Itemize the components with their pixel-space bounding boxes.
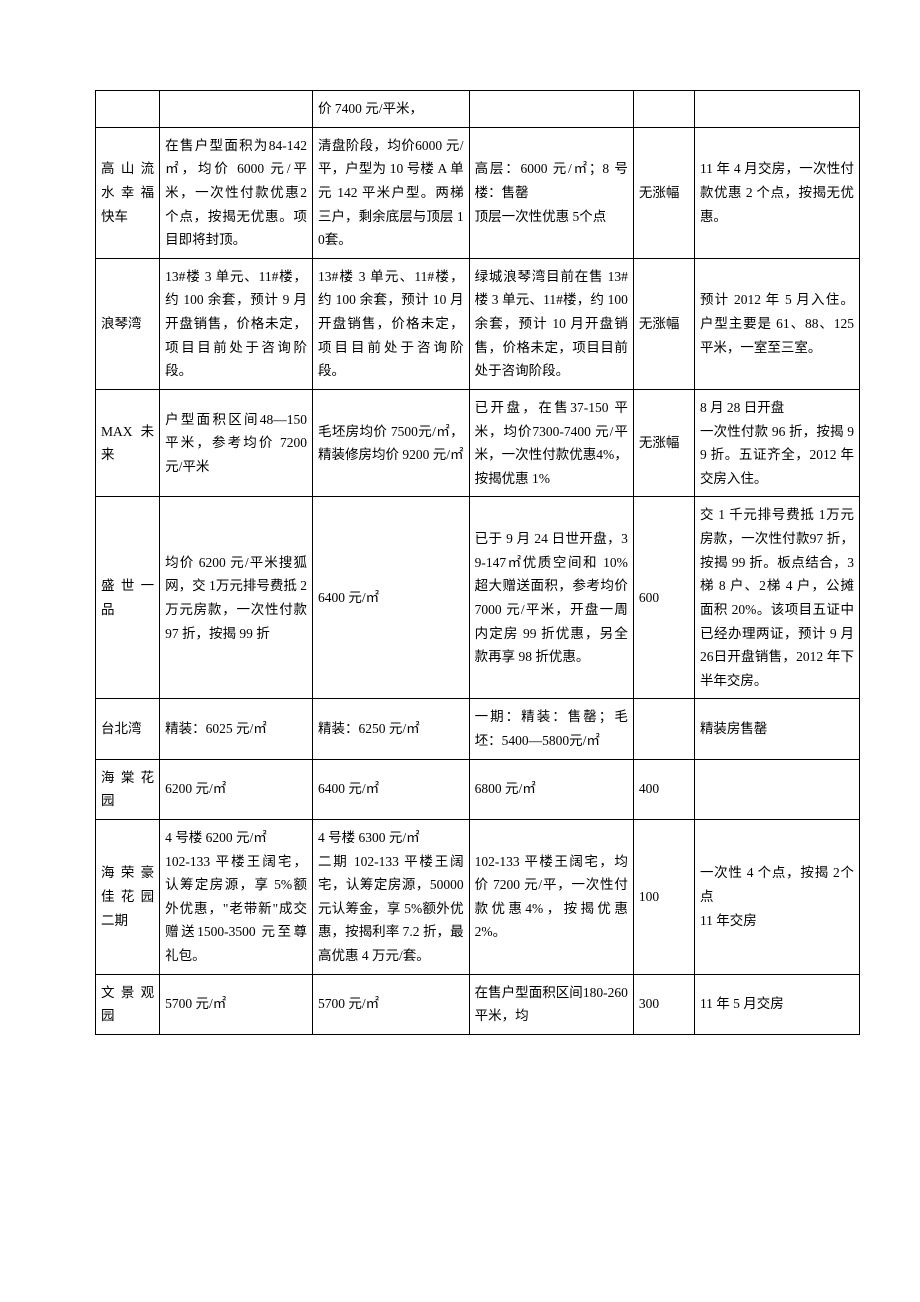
table-cell-c5: 600 bbox=[633, 497, 694, 699]
table-cell-c2: 户型面积区间48—150 平米，参考均价 7200元/平米 bbox=[160, 389, 313, 497]
table-cell-c2: 在售户型面积为84-142㎡，均价 6000 元/平米，一次性付款优惠2 个点，… bbox=[160, 127, 313, 258]
table-cell-c4: 绿城浪琴湾目前在售 13#楼 3 单元、11#楼，约 100 余套，预计 10 … bbox=[469, 258, 633, 389]
property-table: 价 7400 元/平米，高 山 流水 幸 福快车在售户型面积为84-142㎡，均… bbox=[95, 90, 860, 1035]
table-cell-c1: MAX 未来 bbox=[96, 389, 160, 497]
table-cell-c5: 400 bbox=[633, 759, 694, 819]
table-cell-c3: 5700 元/㎡ bbox=[312, 974, 469, 1034]
table-row: 海 荣 豪佳 花 园二期4 号楼 6200 元/㎡102-133 平楼王阔宅，认… bbox=[96, 819, 860, 974]
table-cell-c3: 价 7400 元/平米， bbox=[312, 91, 469, 128]
table-cell-c3: 清盘阶段，均价6000 元/平，户型为 10 号楼 A 单元 142 平米户型。… bbox=[312, 127, 469, 258]
table-cell-c1: 台北湾 bbox=[96, 699, 160, 759]
table-cell-c4: 已开盘，在售37-150 平米，均价7300-7400 元/平米，一次性付款优惠… bbox=[469, 389, 633, 497]
table-cell-c1: 高 山 流水 幸 福快车 bbox=[96, 127, 160, 258]
table-cell-c6: 一次性 4 个点，按揭 2个点11 年交房 bbox=[694, 819, 859, 974]
table-cell-c2 bbox=[160, 91, 313, 128]
table-cell-c4 bbox=[469, 91, 633, 128]
table-cell-c5 bbox=[633, 91, 694, 128]
table-cell-c4: 102-133 平楼王阔宅，均价 7200 元/平，一次性付款优惠4%，按揭优惠… bbox=[469, 819, 633, 974]
table-cell-c1: 浪琴湾 bbox=[96, 258, 160, 389]
table-cell-c5: 无涨幅 bbox=[633, 127, 694, 258]
table-cell-c3: 毛坯房均价 7500元/㎡，精装修房均价 9200 元/㎡ bbox=[312, 389, 469, 497]
table-row: 价 7400 元/平米， bbox=[96, 91, 860, 128]
table-cell-c6: 交 1 千元排号费抵 1万元房款，一次性付款97 折，按揭 99 折。板点结合，… bbox=[694, 497, 859, 699]
table-cell-c4: 高层：6000 元/㎡；8 号楼：售罄顶层一次性优惠 5个点 bbox=[469, 127, 633, 258]
table-cell-c5: 100 bbox=[633, 819, 694, 974]
table-body: 价 7400 元/平米，高 山 流水 幸 福快车在售户型面积为84-142㎡，均… bbox=[96, 91, 860, 1035]
table-row: 盛 世 一品均价 6200 元/平米搜狐网，交 1万元排号费抵 2万元房款，一次… bbox=[96, 497, 860, 699]
table-cell-c6: 11 年 4 月交房，一次性付款优惠 2 个点，按揭无优惠。 bbox=[694, 127, 859, 258]
table-row: 高 山 流水 幸 福快车在售户型面积为84-142㎡，均价 6000 元/平米，… bbox=[96, 127, 860, 258]
table-row: 台北湾精装：6025 元/㎡精装：6250 元/㎡一期：精装：售罄；毛坯：540… bbox=[96, 699, 860, 759]
table-cell-c6: 预计 2012 年 5 月入住。户型主要是 61、88、125平米，一室至三室。 bbox=[694, 258, 859, 389]
table-cell-c5: 无涨幅 bbox=[633, 258, 694, 389]
table-cell-c5 bbox=[633, 699, 694, 759]
table-cell-c4: 一期：精装：售罄；毛坯：5400—5800元/㎡ bbox=[469, 699, 633, 759]
table-cell-c6 bbox=[694, 91, 859, 128]
table-cell-c6: 8 月 28 日开盘一次性付款 96 折，按揭 99 折。五证齐全，2012 年… bbox=[694, 389, 859, 497]
table-cell-c3: 4 号楼 6300 元/㎡二期 102-133 平楼王阔宅，认筹定房源，5000… bbox=[312, 819, 469, 974]
table-cell-c2: 13#楼 3 单元、11#楼，约 100 余套，预计 9 月开盘销售，价格未定，… bbox=[160, 258, 313, 389]
table-cell-c3: 6400 元/㎡ bbox=[312, 759, 469, 819]
table-row: MAX 未来户型面积区间48—150 平米，参考均价 7200元/平米毛坯房均价… bbox=[96, 389, 860, 497]
table-cell-c2: 6200 元/㎡ bbox=[160, 759, 313, 819]
table-cell-c2: 5700 元/㎡ bbox=[160, 974, 313, 1034]
table-cell-c1: 文 景 观园 bbox=[96, 974, 160, 1034]
table-cell-c1: 海 荣 豪佳 花 园二期 bbox=[96, 819, 160, 974]
document-page: 价 7400 元/平米，高 山 流水 幸 福快车在售户型面积为84-142㎡，均… bbox=[0, 0, 920, 1075]
table-cell-c3: 精装：6250 元/㎡ bbox=[312, 699, 469, 759]
table-cell-c6: 11 年 5 月交房 bbox=[694, 974, 859, 1034]
table-cell-c1 bbox=[96, 91, 160, 128]
table-cell-c2: 精装：6025 元/㎡ bbox=[160, 699, 313, 759]
table-row: 海 棠 花园6200 元/㎡6400 元/㎡6800 元/㎡400 bbox=[96, 759, 860, 819]
table-cell-c4: 在售户型面积区间180-260 平米，均 bbox=[469, 974, 633, 1034]
table-cell-c2: 4 号楼 6200 元/㎡102-133 平楼王阔宅，认筹定房源，享 5%额外优… bbox=[160, 819, 313, 974]
table-cell-c4: 已于 9 月 24 日世开盘，39-147㎡优质空间和 10%超大赠送面积，参考… bbox=[469, 497, 633, 699]
table-row: 文 景 观园5700 元/㎡5700 元/㎡在售户型面积区间180-260 平米… bbox=[96, 974, 860, 1034]
table-cell-c6 bbox=[694, 759, 859, 819]
table-cell-c1: 海 棠 花园 bbox=[96, 759, 160, 819]
table-cell-c2: 均价 6200 元/平米搜狐网，交 1万元排号费抵 2万元房款，一次性付款 97… bbox=[160, 497, 313, 699]
table-cell-c4: 6800 元/㎡ bbox=[469, 759, 633, 819]
table-cell-c5: 300 bbox=[633, 974, 694, 1034]
table-cell-c6: 精装房售罄 bbox=[694, 699, 859, 759]
table-cell-c1: 盛 世 一品 bbox=[96, 497, 160, 699]
table-cell-c3: 6400 元/㎡ bbox=[312, 497, 469, 699]
table-row: 浪琴湾13#楼 3 单元、11#楼，约 100 余套，预计 9 月开盘销售，价格… bbox=[96, 258, 860, 389]
table-cell-c3: 13#楼 3 单元、11#楼，约 100 余套，预计 10 月开盘销售，价格未定… bbox=[312, 258, 469, 389]
table-cell-c5: 无涨幅 bbox=[633, 389, 694, 497]
